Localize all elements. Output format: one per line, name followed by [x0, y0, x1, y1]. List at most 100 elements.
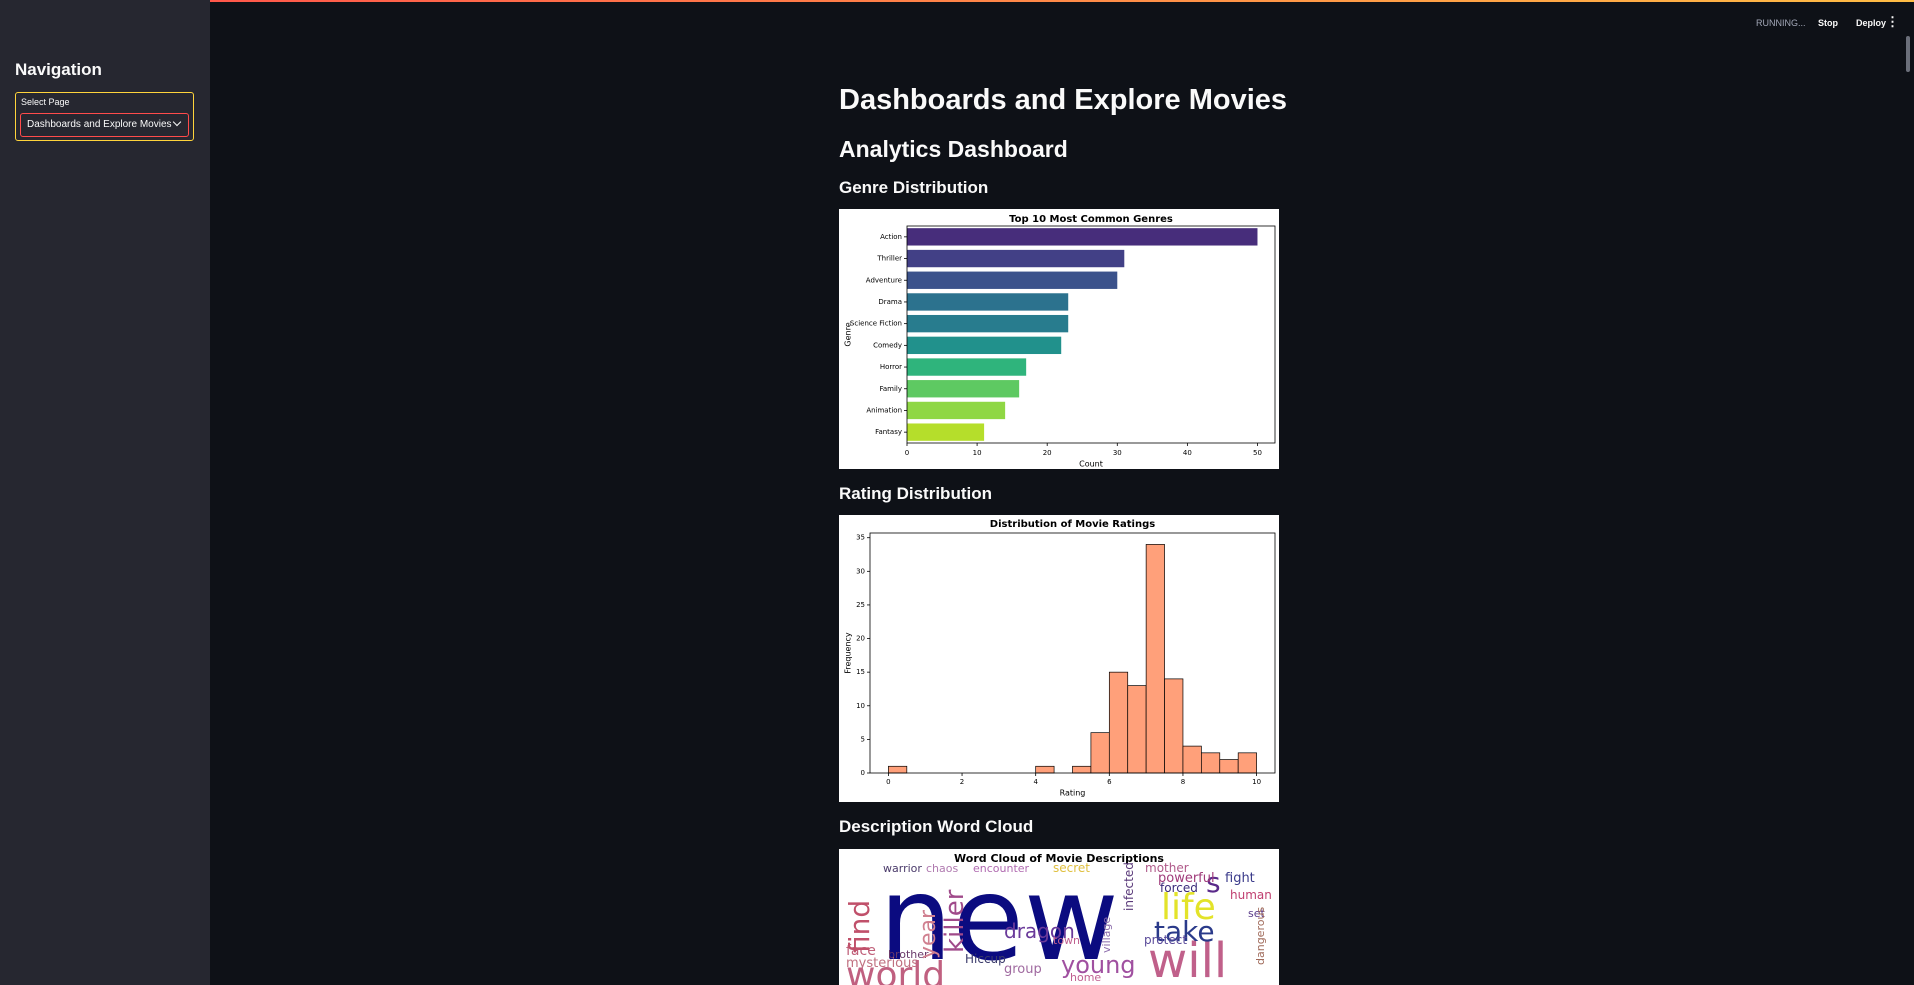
- section-heading: Genre Distribution: [839, 178, 989, 197]
- word: secret: [1053, 861, 1090, 875]
- status-line: [0, 0, 1914, 2]
- y-axis-label: Genre: [844, 322, 853, 346]
- y-tick-label: Drama: [878, 298, 902, 306]
- bar: [907, 423, 985, 441]
- x-tick-label: 50: [1253, 449, 1262, 457]
- histogram-bar: [1108, 671, 1129, 774]
- word: new: [879, 852, 1119, 985]
- histogram-bar: [888, 765, 908, 774]
- x-tick-label: 2: [960, 778, 964, 786]
- page-title: Dashboards and Explore Movies: [839, 84, 1288, 116]
- word: human: [1230, 888, 1272, 902]
- chart-title: Distribution of Movie Ratings: [990, 519, 1155, 530]
- x-tick-label: 10: [1252, 778, 1261, 786]
- word: s: [1206, 866, 1221, 899]
- x-tick-label: 40: [1183, 449, 1192, 457]
- histogram-bar: [1201, 752, 1221, 774]
- x-tick-label: 0: [886, 778, 890, 786]
- y-tick-label: 10: [856, 702, 865, 710]
- word: protect: [1144, 933, 1187, 947]
- select-container: Select Page Dashboards and Explore Movie…: [15, 92, 194, 141]
- word: Hiccup: [965, 952, 1006, 966]
- word: encounter: [973, 862, 1030, 875]
- word: dragon: [1004, 919, 1075, 943]
- histogram-bar: [1090, 732, 1110, 774]
- x-tick-label: 10: [973, 449, 982, 457]
- word: fight: [1225, 871, 1255, 886]
- y-tick-label: 25: [856, 601, 865, 609]
- word: village: [1100, 917, 1113, 953]
- x-tick-label: 30: [1113, 449, 1122, 457]
- y-tick-label: 15: [856, 668, 865, 676]
- word: life: [1161, 887, 1216, 928]
- x-axis-label: Rating: [1060, 789, 1086, 798]
- x-tick-label: 20: [1043, 449, 1052, 457]
- sidebar: Navigation Select Page Dashboards and Ex…: [0, 0, 210, 985]
- bar: [907, 271, 1118, 289]
- word: chaos: [926, 862, 958, 875]
- y-tick-label: Comedy: [873, 341, 902, 349]
- chart-title: Top 10 Most Common Genres: [1009, 214, 1173, 225]
- select-label: Select Page: [21, 97, 70, 107]
- word: home: [1070, 971, 1101, 984]
- bar: [907, 228, 1258, 246]
- y-axis-label: Frequency: [844, 632, 853, 674]
- word: will: [1148, 933, 1227, 985]
- stop-button[interactable]: Stop: [1818, 18, 1838, 28]
- word: find: [843, 900, 876, 953]
- y-tick-label: Animation: [866, 406, 902, 414]
- x-tick-label: 0: [905, 449, 909, 457]
- genre-chart: Top 10 Most Common Genres Action Thriller A…: [839, 209, 1279, 469]
- y-tick-label: Horror: [880, 363, 902, 371]
- x-tick-label: 8: [1181, 778, 1185, 786]
- histogram-bar: [1145, 544, 1165, 774]
- bar: [907, 249, 1125, 268]
- y-tick-label: Family: [879, 385, 902, 393]
- histogram-bar: [1072, 765, 1092, 774]
- y-tick-label: Science Fiction: [850, 320, 902, 328]
- y-tick-label: 5: [861, 735, 865, 743]
- plot-frame: [906, 225, 1276, 444]
- word: group: [1004, 962, 1042, 977]
- bar: [907, 358, 1027, 376]
- word: world: [846, 955, 945, 985]
- word: killer: [940, 889, 970, 953]
- rating-chart: Distribution of Movie Ratings05101520253…: [839, 515, 1279, 802]
- x-tick-label: 4: [1033, 778, 1038, 786]
- section-heading: Description Word Cloud: [839, 817, 1034, 836]
- page-subtitle: Analytics Dashboard: [839, 136, 1068, 162]
- y-tick-label: 20: [856, 635, 865, 643]
- wordcloud-title: Word Cloud of Movie Descriptions: [954, 852, 1164, 865]
- y-tick-label: Action: [880, 233, 902, 241]
- deploy-button[interactable]: Deploy: [1856, 18, 1887, 28]
- word: face: [846, 943, 876, 959]
- histogram-bar: [1182, 745, 1202, 774]
- plot-frame: [869, 532, 1276, 774]
- word: forced: [1160, 881, 1198, 895]
- histogram-bar: [1127, 685, 1147, 774]
- word: brother: [888, 948, 929, 961]
- bar: [907, 401, 1006, 420]
- histogram-bar: [1164, 678, 1184, 774]
- word: warrior: [883, 862, 922, 875]
- histogram-bar: [1219, 759, 1239, 774]
- section-heading: Rating Distribution: [839, 484, 992, 503]
- page-select[interactable]: Dashboards and Explore Movies: [20, 113, 189, 137]
- running-status: RUNNING...: [1756, 18, 1806, 28]
- scrollbar[interactable]: [1906, 36, 1910, 72]
- menu-button[interactable]: ⋮: [1886, 14, 1899, 29]
- word: set: [1248, 907, 1265, 920]
- bar: [907, 293, 1069, 311]
- word: mysterious: [846, 956, 918, 971]
- nav-title: Navigation: [15, 60, 102, 79]
- y-tick-label: 0: [861, 769, 865, 777]
- y-tick-label: 35: [856, 534, 865, 542]
- y-tick-label: Adventure: [866, 276, 902, 284]
- x-tick-label: 6: [1107, 778, 1112, 786]
- x-axis-label: Count: [1079, 460, 1103, 469]
- word: dangerous: [1254, 907, 1267, 965]
- y-tick-label: Fantasy: [875, 428, 902, 436]
- word: town: [1053, 934, 1080, 947]
